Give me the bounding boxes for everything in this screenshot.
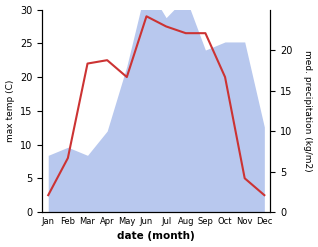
Y-axis label: max temp (C): max temp (C): [5, 80, 15, 142]
Y-axis label: med. precipitation (kg/m2): med. precipitation (kg/m2): [303, 50, 313, 172]
X-axis label: date (month): date (month): [117, 231, 195, 242]
